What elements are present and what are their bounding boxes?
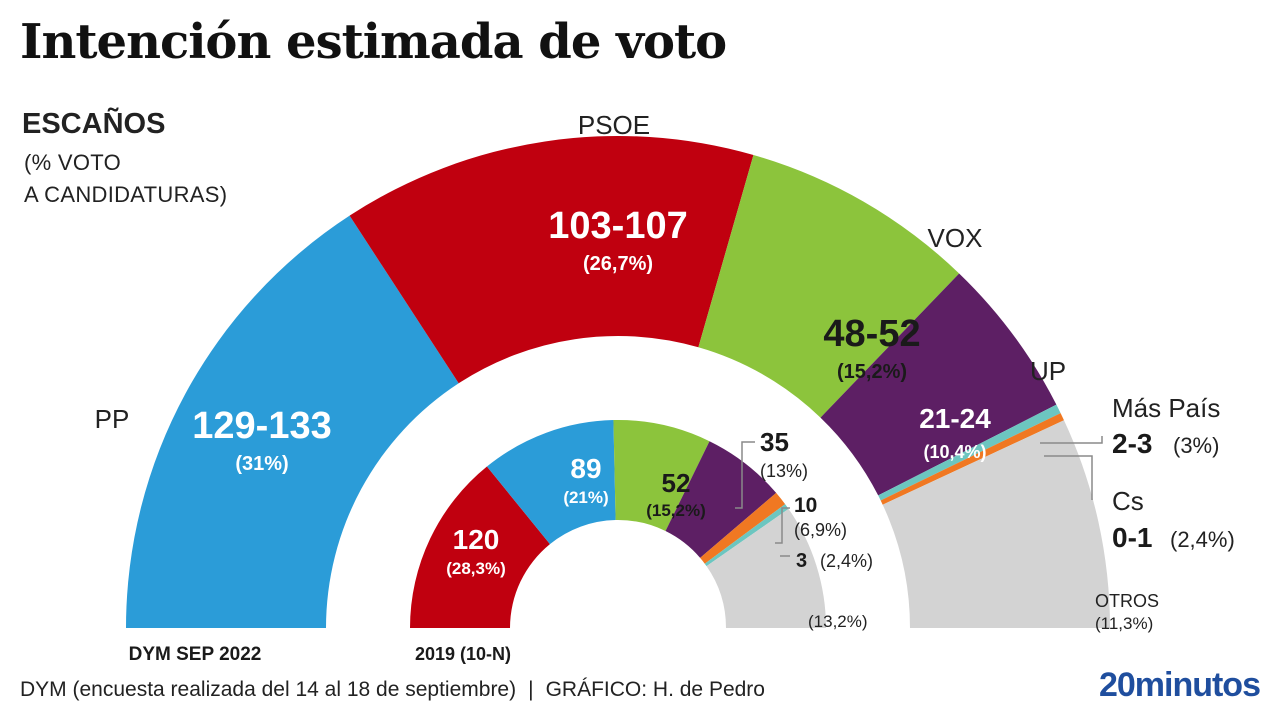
dym-2022-arc-cs	[880, 413, 1064, 505]
label-vox-seats: 48-52	[823, 313, 920, 355]
label-2019-up-pct: (13%)	[760, 461, 808, 481]
subtitle-seats: ESCAÑOS	[22, 108, 166, 140]
caption-dym-2022: DYM SEP 2022	[129, 644, 262, 665]
inner-chart-arcs	[410, 420, 826, 628]
label-mas-pais-name: Más País	[1112, 393, 1220, 423]
result-2019-arc-pp	[486, 420, 616, 545]
label-2019-psoe-seats: 120	[453, 524, 500, 555]
label-2019-maspais-seats: 3	[796, 550, 807, 572]
subtitle-vote-line2: A CANDIDATURAS)	[24, 182, 228, 207]
leader-lines	[735, 436, 1103, 557]
result-2019-arc-up	[665, 441, 777, 558]
label-2019-vox-pct: (15,2%)	[646, 501, 706, 520]
leader-line-cs-2022	[1044, 455, 1093, 500]
label-2019-cs-pct: (6,9%)	[794, 520, 847, 540]
dym-2022-arc-pp	[126, 215, 459, 629]
label-otros-pct: (11,3%)	[1095, 614, 1153, 633]
label-up-name: UP	[1030, 356, 1066, 386]
leader-line-mas-pais-2022	[1040, 436, 1103, 444]
dym-2022-arc-vox	[698, 155, 960, 418]
result-2019-arc-cs	[700, 492, 786, 564]
leader-line-up-2019	[735, 441, 755, 509]
label-pp-name: PP	[95, 404, 130, 434]
label-psoe-seats: 103-107	[548, 205, 687, 247]
chart-title: Intención estimada de voto	[20, 14, 727, 70]
label-up-seats: 21-24	[919, 403, 991, 434]
dym-2022-arc-up	[820, 273, 1057, 496]
dym-2022-arc-otros	[882, 420, 1110, 628]
label-2019-otros-pct: (13,2%)	[808, 612, 868, 631]
label-cs-pct: (2,4%)	[1170, 527, 1235, 552]
label-cs-name: Cs	[1112, 486, 1144, 516]
label-mas-pais-seats: 2-3	[1112, 428, 1152, 459]
label-up-pct: (10,4%)	[923, 442, 986, 462]
label-2019-pp-seats: 89	[570, 453, 601, 484]
result-2019-arc-vox	[613, 420, 710, 532]
label-otros-name: OTROS	[1095, 591, 1159, 611]
label-psoe-name: PSOE	[578, 110, 650, 140]
label-2019-psoe-pct: (28,3%)	[446, 559, 506, 578]
label-vox-pct: (15,2%)	[837, 361, 907, 383]
label-mas-pais-pct: (3%)	[1173, 433, 1219, 458]
leader-line-cs-2019	[775, 507, 790, 544]
result-2019-arc-otros	[706, 508, 826, 628]
label-2019-maspais-pct: (2,4%)	[820, 551, 873, 571]
label-pp-seats: 129-133	[192, 405, 331, 447]
label-pp-pct: (31%)	[235, 453, 288, 475]
label-2019-up-seats: 35	[760, 427, 789, 457]
caption-2019: 2019 (10-N)	[415, 644, 511, 664]
subtitle-vote-line1: (% VOTO	[24, 150, 122, 175]
label-vox-name: VOX	[928, 223, 983, 253]
footer-credit: GRÁFICO: H. de Pedro	[545, 678, 765, 701]
label-2019-pp-pct: (21%)	[563, 488, 608, 507]
result-2019-arc-psoe	[410, 466, 550, 628]
label-cs-seats: 0-1	[1112, 522, 1152, 553]
outer-chart-arcs	[126, 135, 1110, 629]
label-2019-cs-seats: 10	[794, 494, 817, 517]
dym-2022-arc-psoe	[349, 135, 754, 384]
footer-separator: |	[528, 678, 534, 701]
brand-logo: 20minutos	[1098, 666, 1261, 704]
footer-source: DYM (encuesta realizada del 14 al 18 de …	[20, 678, 517, 701]
footer-credits: DYM (encuesta realizada del 14 al 18 de …	[20, 678, 765, 702]
dym-2022-arc-mas-pais	[878, 404, 1061, 501]
result-2019-arc-mas-pais	[704, 504, 789, 567]
label-2019-vox-seats: 52	[662, 468, 691, 498]
label-psoe-pct: (26,7%)	[583, 253, 653, 275]
